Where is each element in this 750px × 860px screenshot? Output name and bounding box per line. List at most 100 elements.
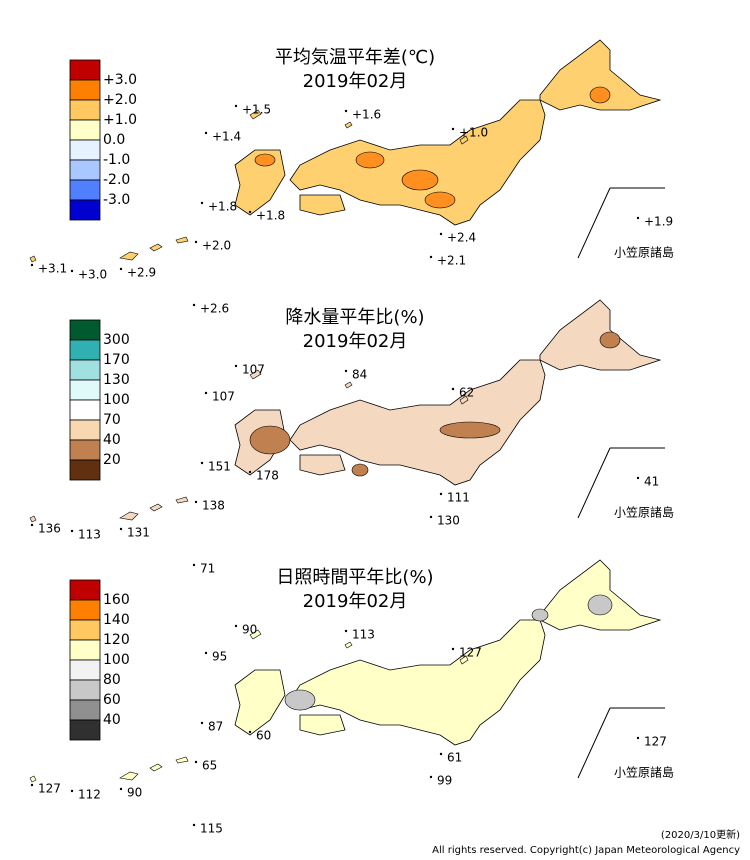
legend-swatch xyxy=(69,59,101,81)
map-panel: 小笠原諸島 平均気温平年差(℃) 2019年02月 +3.0 +2.0 +1.0 0.0 -1… xyxy=(29,39,674,316)
station-value: +2.9 xyxy=(127,266,156,280)
station-value: 113 xyxy=(78,528,101,542)
station-value: +2.6 xyxy=(200,302,229,316)
station-value: 99 xyxy=(437,774,452,788)
station-dot xyxy=(451,127,455,131)
station-value: 113 xyxy=(352,628,375,642)
station-dot xyxy=(439,492,443,496)
map-region xyxy=(531,608,549,622)
map-region xyxy=(439,421,501,439)
panel-title: 平均気温平年差(℃) xyxy=(275,47,435,68)
legend-swatch xyxy=(69,139,101,161)
panel-title: 降水量平年比(%) xyxy=(285,307,424,328)
region-label: 小笠原諸島 xyxy=(614,765,674,780)
legend-swatch xyxy=(69,359,101,381)
station-dot xyxy=(194,760,198,764)
legend-label: +3.0 xyxy=(103,72,137,88)
station-dot xyxy=(248,470,252,474)
station-dot xyxy=(234,624,238,628)
station-dot xyxy=(70,789,74,793)
station-value: 151 xyxy=(208,460,231,474)
station-dot xyxy=(204,651,208,655)
ogasawara-frame xyxy=(577,447,611,519)
region-label: 小笠原諸島 xyxy=(614,245,674,260)
copyright: All rights reserved. Copyright(c) Japan … xyxy=(432,845,740,856)
station-dot xyxy=(429,515,433,519)
map-region xyxy=(284,689,316,711)
station-value: +2.4 xyxy=(447,231,476,245)
station-value: +1.0 xyxy=(459,126,488,140)
station-dot xyxy=(636,476,640,480)
station-dot xyxy=(248,210,252,214)
panel-subtitle: 2019年02月 xyxy=(303,331,408,352)
legend-label: 100 xyxy=(103,392,130,408)
map-region xyxy=(599,331,621,349)
legend-label: 80 xyxy=(103,672,121,688)
legend-label: +1.0 xyxy=(103,112,137,128)
legend-swatch xyxy=(69,119,101,141)
station-value: 111 xyxy=(447,491,470,505)
station-value: 90 xyxy=(242,623,257,637)
legend-swatch xyxy=(69,159,101,181)
panel-subtitle: 2019年02月 xyxy=(303,591,408,612)
map-region xyxy=(249,425,291,455)
station-value: +2.1 xyxy=(437,254,466,268)
station-dot xyxy=(204,131,208,135)
station-value: 127 xyxy=(459,646,482,660)
station-value: 87 xyxy=(208,720,223,734)
ogasawara-frame xyxy=(577,187,611,259)
station-dot xyxy=(636,736,640,740)
legend-swatch xyxy=(69,319,101,341)
legend-label: 140 xyxy=(103,612,130,628)
legend-label: -3.0 xyxy=(103,192,130,208)
station-dot xyxy=(119,787,123,791)
station-dot xyxy=(30,263,34,267)
station-value: 127 xyxy=(38,782,61,796)
station-dot xyxy=(429,255,433,259)
station-dot xyxy=(194,240,198,244)
station-dot xyxy=(204,391,208,395)
station-value: 90 xyxy=(127,786,142,800)
legend-swatch xyxy=(69,179,101,201)
legend-label: -1.0 xyxy=(103,152,130,168)
legend-label: -2.0 xyxy=(103,172,130,188)
legend-label: 130 xyxy=(103,372,130,388)
map-region xyxy=(351,463,369,477)
station-value: 60 xyxy=(256,729,271,743)
legend-label: 300 xyxy=(103,332,130,348)
legend-swatch xyxy=(69,599,101,621)
legend-label: 40 xyxy=(103,432,121,448)
station-value: 71 xyxy=(200,562,215,576)
station-value: +3.0 xyxy=(78,268,107,282)
legend-swatch xyxy=(69,719,101,741)
station-value: 131 xyxy=(127,526,150,540)
station-value: 138 xyxy=(202,499,225,513)
station-value: 65 xyxy=(202,759,217,773)
station-dot xyxy=(70,529,74,533)
map-region xyxy=(254,153,276,167)
legend-swatch xyxy=(69,699,101,721)
ogasawara-frame xyxy=(577,707,611,779)
station-value: 107 xyxy=(242,363,265,377)
station-dot xyxy=(192,563,196,567)
station-value: +3.1 xyxy=(38,262,67,276)
station-value: 61 xyxy=(447,751,462,765)
legend-label: +2.0 xyxy=(103,92,137,108)
legend-label: 60 xyxy=(103,692,121,708)
station-dot xyxy=(636,216,640,220)
legend-label: 40 xyxy=(103,712,121,728)
station-value: +1.8 xyxy=(208,200,237,214)
legend-label: 0.0 xyxy=(103,132,125,148)
legend-swatch xyxy=(69,79,101,101)
legend-swatch xyxy=(69,659,101,681)
station-dot xyxy=(192,823,196,827)
legend-swatch xyxy=(69,619,101,641)
legend-swatch xyxy=(69,399,101,421)
station-value: 84 xyxy=(352,368,367,382)
legend-swatch xyxy=(69,639,101,661)
station-dot xyxy=(119,267,123,271)
station-value: 136 xyxy=(38,522,61,536)
station-dot xyxy=(439,232,443,236)
legend-swatch xyxy=(69,419,101,441)
